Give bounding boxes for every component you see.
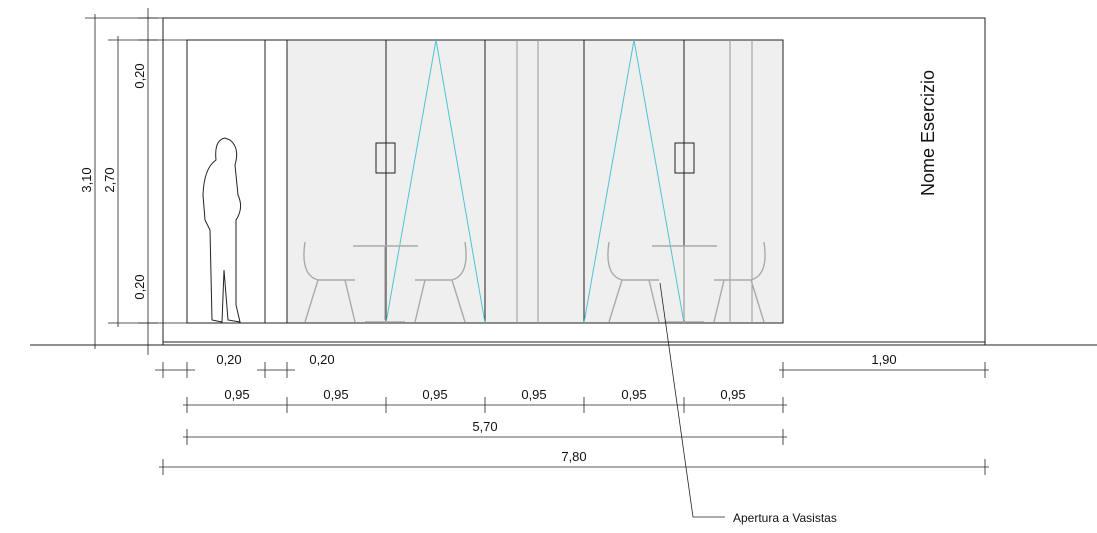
dimension-label: 0,20 (309, 352, 334, 367)
dimension-label: 2,70 (102, 167, 117, 192)
dimension-label: 3,10 (79, 167, 94, 192)
dimension-label: 0,95 (224, 387, 249, 402)
dimension-label: 0,95 (323, 387, 348, 402)
vasistas-mark (583, 39, 685, 324)
dimension-label: 0,20 (216, 352, 241, 367)
shop-name: Nome Esercizio (918, 70, 938, 196)
dimension-label: 0,20 (132, 63, 147, 88)
dimension-label: 1,90 (871, 352, 896, 367)
person (202, 137, 242, 323)
dimension-label: 7,80 (561, 449, 586, 464)
dimension-label: 0,20 (132, 274, 147, 299)
handle (375, 142, 396, 174)
dimension-label: 0,95 (720, 387, 745, 402)
dimension-label: 0,95 (422, 387, 447, 402)
vertical-dimension-lines (85, 8, 187, 355)
dimension-label: 0,95 (521, 387, 546, 402)
facade-outline (162, 17, 986, 346)
annotation: Apertura a Vasistas (733, 511, 837, 525)
handle (674, 142, 695, 174)
glass (287, 40, 783, 323)
leader-line (659, 282, 725, 518)
horizontal-dimension-lines (155, 362, 989, 475)
dimension-label: 5,70 (472, 419, 497, 434)
furniture (303, 241, 766, 323)
vasistas-mark (385, 39, 486, 324)
dimension-label: 0,95 (621, 387, 646, 402)
